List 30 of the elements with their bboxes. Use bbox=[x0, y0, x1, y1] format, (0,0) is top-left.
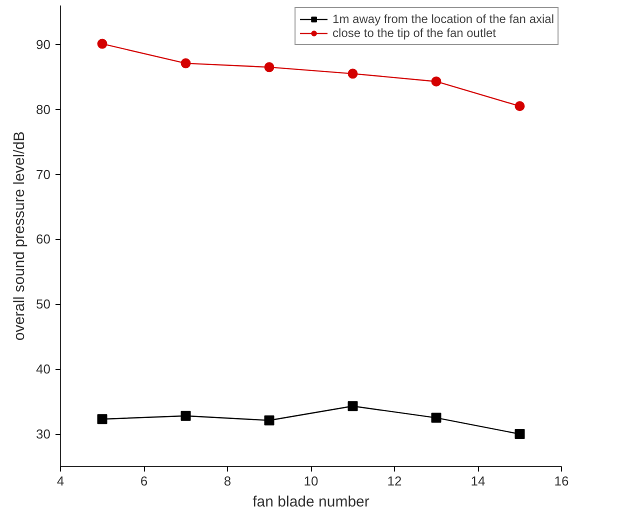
point bbox=[264, 415, 274, 426]
point bbox=[431, 76, 442, 86]
point bbox=[514, 429, 525, 440]
x-tick-label: 16 bbox=[554, 474, 569, 488]
point bbox=[348, 401, 358, 412]
x-tick-label: 4 bbox=[56, 474, 64, 488]
x-tick-label: 12 bbox=[387, 474, 402, 488]
point bbox=[97, 38, 108, 49]
x-tick-label: 6 bbox=[140, 474, 148, 488]
point bbox=[180, 410, 191, 421]
point bbox=[348, 68, 358, 79]
y-tick-label: 30 bbox=[36, 426, 51, 442]
y-axis-title: overall sound pressure level/dB bbox=[11, 131, 28, 341]
y-tick-label: 50 bbox=[36, 296, 51, 312]
x-axis-title: fan blade number bbox=[252, 494, 370, 510]
x-tick-label: 8 bbox=[224, 474, 232, 488]
point bbox=[180, 58, 191, 68]
point bbox=[431, 412, 442, 423]
legend-label: close to the tip of the fan outlet bbox=[332, 26, 496, 40]
y-tick-label: 90 bbox=[36, 36, 51, 52]
point bbox=[97, 414, 108, 424]
y-tick-label: 70 bbox=[36, 166, 51, 182]
point bbox=[264, 62, 274, 72]
x-tick-label: 10 bbox=[304, 474, 318, 488]
y-tick-label: 40 bbox=[36, 362, 51, 377]
x-tick-label: 14 bbox=[470, 474, 486, 488]
y-tick-label: 60 bbox=[36, 232, 51, 247]
legend-label: 1m away from the location of the fan axial bbox=[332, 12, 554, 26]
point bbox=[514, 101, 525, 112]
y-tick-label: 80 bbox=[36, 102, 51, 117]
